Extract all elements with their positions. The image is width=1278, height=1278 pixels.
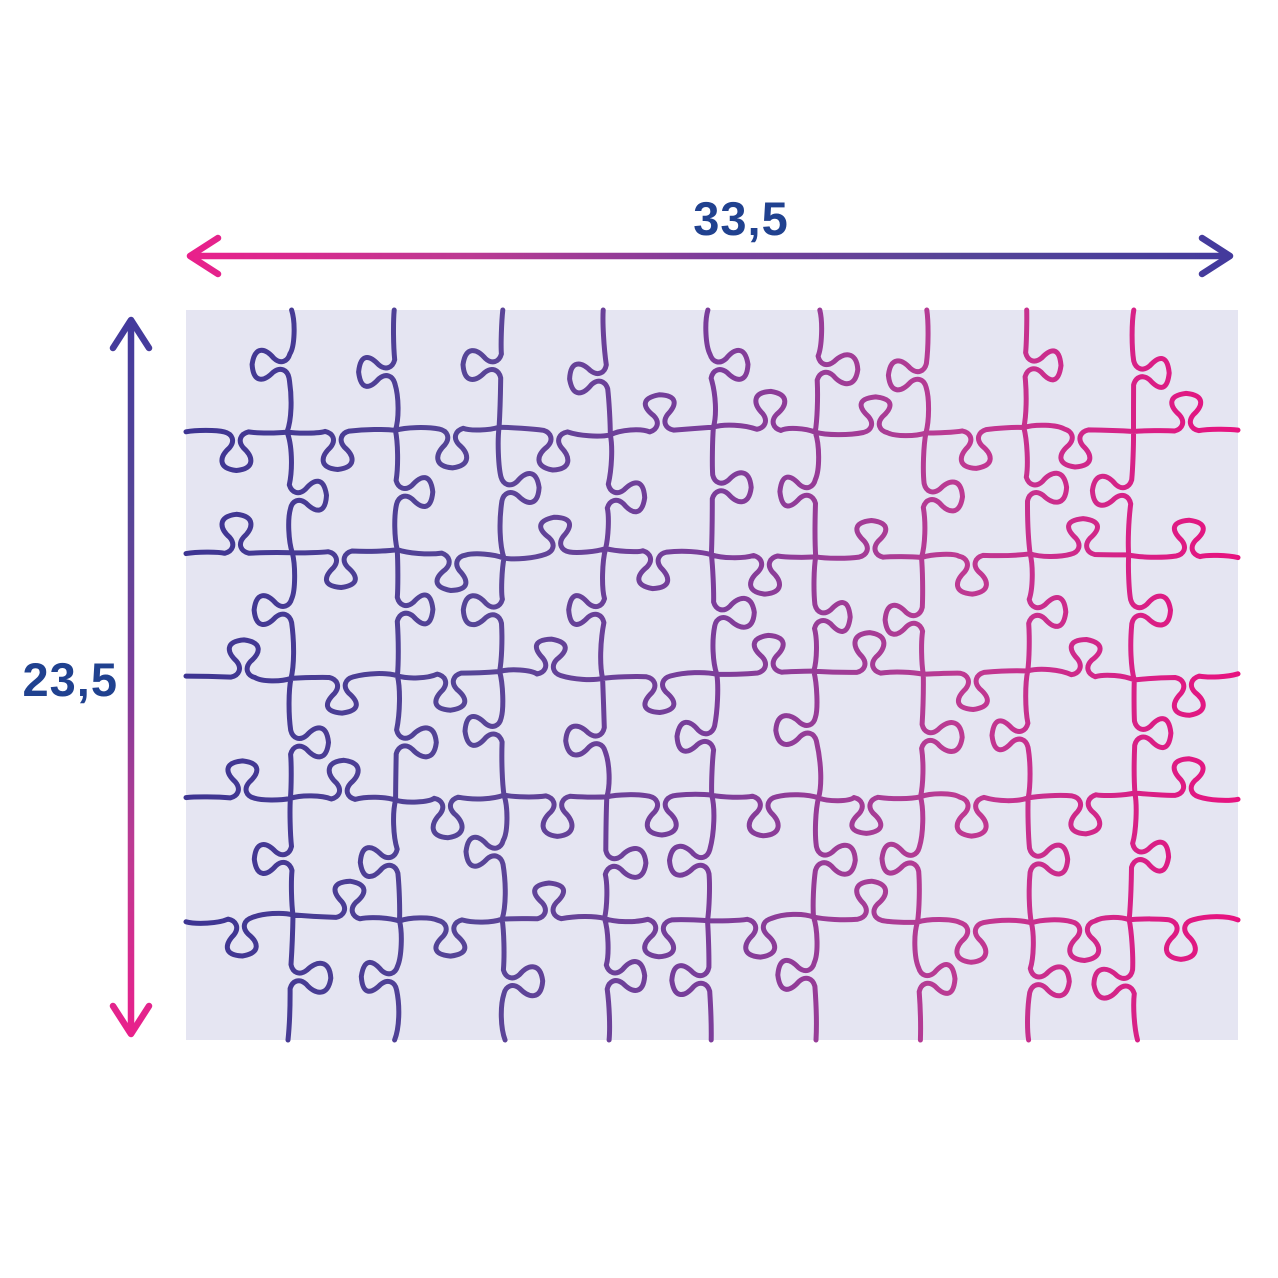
width-dimension-arrow [186, 234, 1234, 278]
height-dimension-label: 23,5 [22, 653, 118, 706]
height-arrow-top-head [109, 316, 153, 352]
height-arrow-bottom-head [109, 1002, 153, 1038]
width-dimension-label: 33,5 [693, 192, 789, 245]
width-arrow-left-head [186, 234, 222, 278]
height-dimension-arrow [109, 316, 153, 1038]
width-arrow-right-head [1198, 234, 1234, 278]
puzzle-pieces-outline [183, 307, 1241, 1043]
